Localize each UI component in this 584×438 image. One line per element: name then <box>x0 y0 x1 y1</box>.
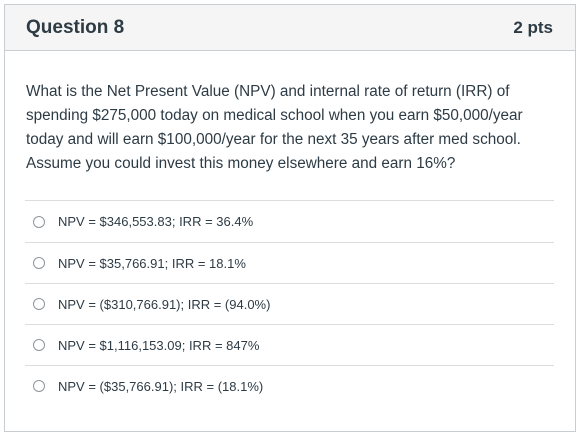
question-text: What is the Net Present Value (NPV) and … <box>26 83 523 172</box>
radio-button[interactable] <box>33 298 45 310</box>
answer-option[interactable]: NPV = ($310,766.91); IRR = (94.0%) <box>25 283 554 324</box>
answer-label[interactable]: NPV = ($310,766.91); IRR = (94.0%) <box>58 296 271 312</box>
answer-list: NPV = $346,553.83; IRR = 36.4% NPV = $35… <box>25 200 554 406</box>
answer-option[interactable]: NPV = $35,766.91; IRR = 18.1% <box>25 242 554 283</box>
answer-option[interactable]: NPV = ($35,766.91); IRR = (18.1%) <box>25 365 554 406</box>
question-header: Question 8 2 pts <box>5 5 575 51</box>
question-points: 2 pts <box>513 17 553 37</box>
radio-button[interactable] <box>33 339 45 351</box>
answer-option[interactable]: NPV = $346,553.83; IRR = 36.4% <box>25 200 554 242</box>
answer-label[interactable]: NPV = $346,553.83; IRR = 36.4% <box>58 214 254 229</box>
radio-button[interactable] <box>33 215 45 228</box>
answer-label[interactable]: NPV = ($35,766.91); IRR = (18.1%) <box>58 378 264 394</box>
radio-button[interactable] <box>33 380 45 392</box>
answer-label[interactable]: NPV = $35,766.91; IRR = 18.1% <box>58 255 246 271</box>
question-title: Question 8 <box>26 16 125 38</box>
answer-label[interactable]: NPV = $1,116,153.09; IRR = 847% <box>58 337 260 353</box>
radio-button[interactable] <box>33 257 45 269</box>
answer-option[interactable]: NPV = $1,116,153.09; IRR = 847% <box>25 324 554 365</box>
question-card: Question 8 2 pts What is the Net Present… <box>4 4 576 432</box>
